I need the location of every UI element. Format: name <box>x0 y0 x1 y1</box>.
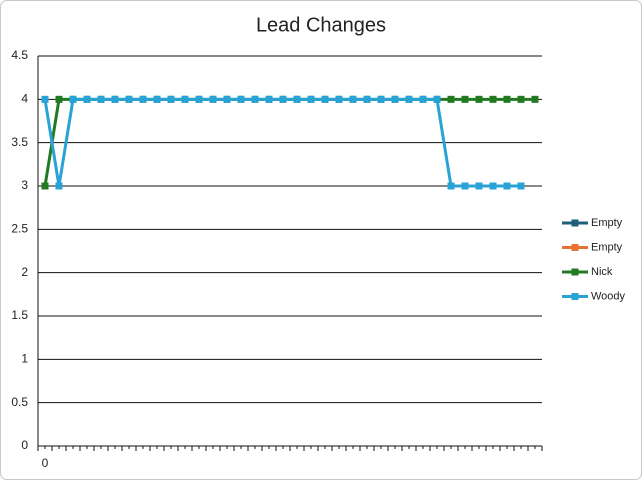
marker <box>377 95 385 103</box>
marker <box>41 95 49 103</box>
y-tick-label: 4 <box>21 92 28 106</box>
marker <box>209 95 217 103</box>
marker <box>489 182 497 190</box>
y-tick-label: 4.5 <box>11 48 28 62</box>
marker <box>223 95 231 103</box>
marker <box>83 95 91 103</box>
chart-title: Lead Changes <box>256 14 386 36</box>
legend-label: Empty <box>591 241 623 253</box>
marker <box>265 95 273 103</box>
legend-marker <box>571 268 579 276</box>
marker <box>517 182 525 190</box>
marker <box>517 95 525 103</box>
marker <box>349 95 357 103</box>
marker <box>195 95 203 103</box>
marker <box>461 182 469 190</box>
y-tick-label: 2.5 <box>11 222 28 236</box>
marker <box>447 182 455 190</box>
marker <box>489 95 497 103</box>
marker <box>363 95 371 103</box>
y-tick-label: 3 <box>21 178 28 192</box>
marker <box>97 95 105 103</box>
legend-label: Empty <box>591 217 623 229</box>
marker <box>279 95 287 103</box>
marker <box>433 95 441 103</box>
marker <box>321 95 329 103</box>
marker <box>475 95 483 103</box>
marker <box>181 95 189 103</box>
marker <box>419 95 427 103</box>
marker <box>237 95 245 103</box>
marker <box>125 95 133 103</box>
marker <box>251 95 259 103</box>
marker <box>69 95 77 103</box>
marker <box>139 95 147 103</box>
marker <box>475 182 483 190</box>
y-tick-label: 1 <box>21 352 28 366</box>
marker <box>41 182 49 190</box>
marker <box>293 95 301 103</box>
marker <box>153 95 161 103</box>
legend-marker <box>571 293 579 300</box>
marker <box>391 95 399 103</box>
marker <box>111 95 119 103</box>
y-tick-label: 1.5 <box>11 308 28 322</box>
y-tick-label: 2 <box>21 265 28 279</box>
marker <box>167 95 175 103</box>
legend-label: Woody <box>591 290 626 302</box>
marker <box>335 95 343 103</box>
marker <box>503 95 511 103</box>
legend-marker <box>571 219 579 227</box>
marker <box>307 95 315 103</box>
x-tick-label: 0 <box>42 456 49 470</box>
legend-marker <box>571 244 579 251</box>
y-tick-label: 0 <box>21 438 28 452</box>
marker <box>447 95 455 103</box>
y-tick-label: 0.5 <box>11 395 28 409</box>
marker <box>405 95 413 103</box>
y-tick-label: 3.5 <box>11 135 28 149</box>
marker <box>503 182 511 190</box>
marker <box>461 95 469 103</box>
marker <box>55 95 63 103</box>
marker <box>531 95 539 103</box>
marker <box>55 182 63 190</box>
legend-label: Nick <box>591 266 613 278</box>
